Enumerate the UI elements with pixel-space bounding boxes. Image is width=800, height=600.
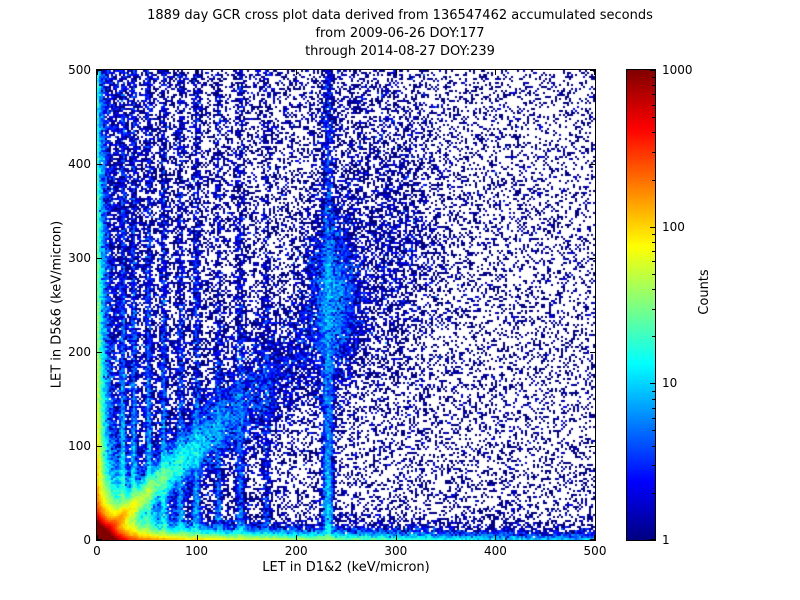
y-tick [97, 164, 102, 165]
y-tick-label: 200 [68, 345, 91, 359]
colorbar-minor-tick [652, 77, 655, 79]
colorbar-minor-tick [652, 233, 655, 235]
colorbar-minor-tick [652, 250, 655, 252]
colorbar-minor-tick [652, 132, 655, 134]
colorbar-minor-tick [652, 85, 655, 87]
x-tick-top [495, 70, 497, 75]
x-tick-top [97, 70, 98, 75]
colorbar-tick [650, 226, 655, 228]
x-tick [594, 535, 595, 540]
colorbar-tick [650, 70, 655, 71]
colorbar-tick-label: 1000 [662, 63, 693, 77]
x-tick-label: 500 [583, 544, 607, 558]
x-tick [395, 535, 397, 540]
colorbar-minor-tick [652, 430, 655, 432]
density-canvas [97, 70, 595, 540]
x-tick [296, 535, 298, 540]
colorbar-minor-tick [652, 241, 655, 243]
colorbar-minor-tick [652, 445, 655, 447]
colorbar-minor-tick [652, 398, 655, 400]
y-tick-right [590, 539, 595, 540]
colorbar-tick [650, 539, 655, 540]
colorbar-tick-label: 100 [662, 219, 685, 234]
colorbar-minor-tick [652, 151, 655, 153]
chart-title-line1: 1889 day GCR cross plot data derived fro… [147, 8, 653, 23]
chart-title-line3: through 2014-08-27 DOY:239 [305, 44, 495, 59]
y-tick [97, 352, 102, 353]
x-tick-label: 100 [185, 544, 209, 558]
y-tick-right [590, 70, 595, 71]
y-tick-label: 0 [83, 533, 91, 547]
colorbar-tick-label: 1 [662, 533, 670, 547]
x-axis-label: LET in D1&2 (keV/micron) [262, 560, 430, 575]
y-tick-label: 500 [68, 63, 91, 77]
x-tick-label: 0 [93, 544, 101, 558]
y-tick-label: 100 [68, 439, 91, 453]
y-tick-right [590, 164, 595, 165]
y-axis-label: LET in D5&6 (keV/micron) [49, 220, 65, 389]
y-tick [97, 539, 102, 540]
x-tick-top [594, 70, 595, 75]
x-tick-top [395, 70, 397, 75]
colorbar-minor-tick [652, 289, 655, 290]
colorbar-minor-tick [652, 492, 655, 494]
x-tick [196, 535, 198, 540]
colorbar-label: Counts [697, 269, 712, 315]
y-tick-right [590, 446, 595, 447]
y-tick-right [590, 352, 595, 353]
x-tick-label: 200 [284, 544, 308, 558]
y-tick-label: 300 [68, 251, 91, 265]
chart-title-line2: from 2009-06-26 DOY:177 [315, 26, 485, 41]
colorbar-tick [650, 383, 655, 385]
colorbar-minor-tick [652, 465, 655, 467]
colorbar-tick-label: 10 [662, 376, 678, 391]
colorbar-minor-tick [652, 94, 655, 96]
colorbar-minor-tick [652, 117, 655, 119]
colorbar-minor-tick [652, 407, 655, 409]
colorbar-minor-tick [652, 390, 655, 392]
x-tick [495, 535, 497, 540]
x-tick-label: 300 [384, 544, 408, 558]
y-tick [97, 446, 102, 447]
colorbar-minor-tick [652, 308, 655, 310]
x-tick [97, 535, 98, 540]
colorbar-minor-tick [652, 336, 655, 338]
x-tick-top [296, 70, 298, 75]
colorbar-minor-tick [652, 418, 655, 420]
y-tick-right [590, 258, 595, 259]
colorbar-minor-tick [652, 179, 655, 181]
x-tick-label: 400 [483, 544, 507, 558]
colorbar-minor-tick [652, 104, 655, 106]
x-tick-top [196, 70, 198, 75]
y-tick-label: 400 [68, 157, 91, 171]
colorbar-minor-tick [652, 273, 655, 275]
plot-area [96, 69, 596, 541]
y-tick [97, 258, 102, 259]
y-tick [97, 70, 102, 71]
colorbar [626, 69, 656, 541]
colorbar-minor-tick [652, 261, 655, 263]
